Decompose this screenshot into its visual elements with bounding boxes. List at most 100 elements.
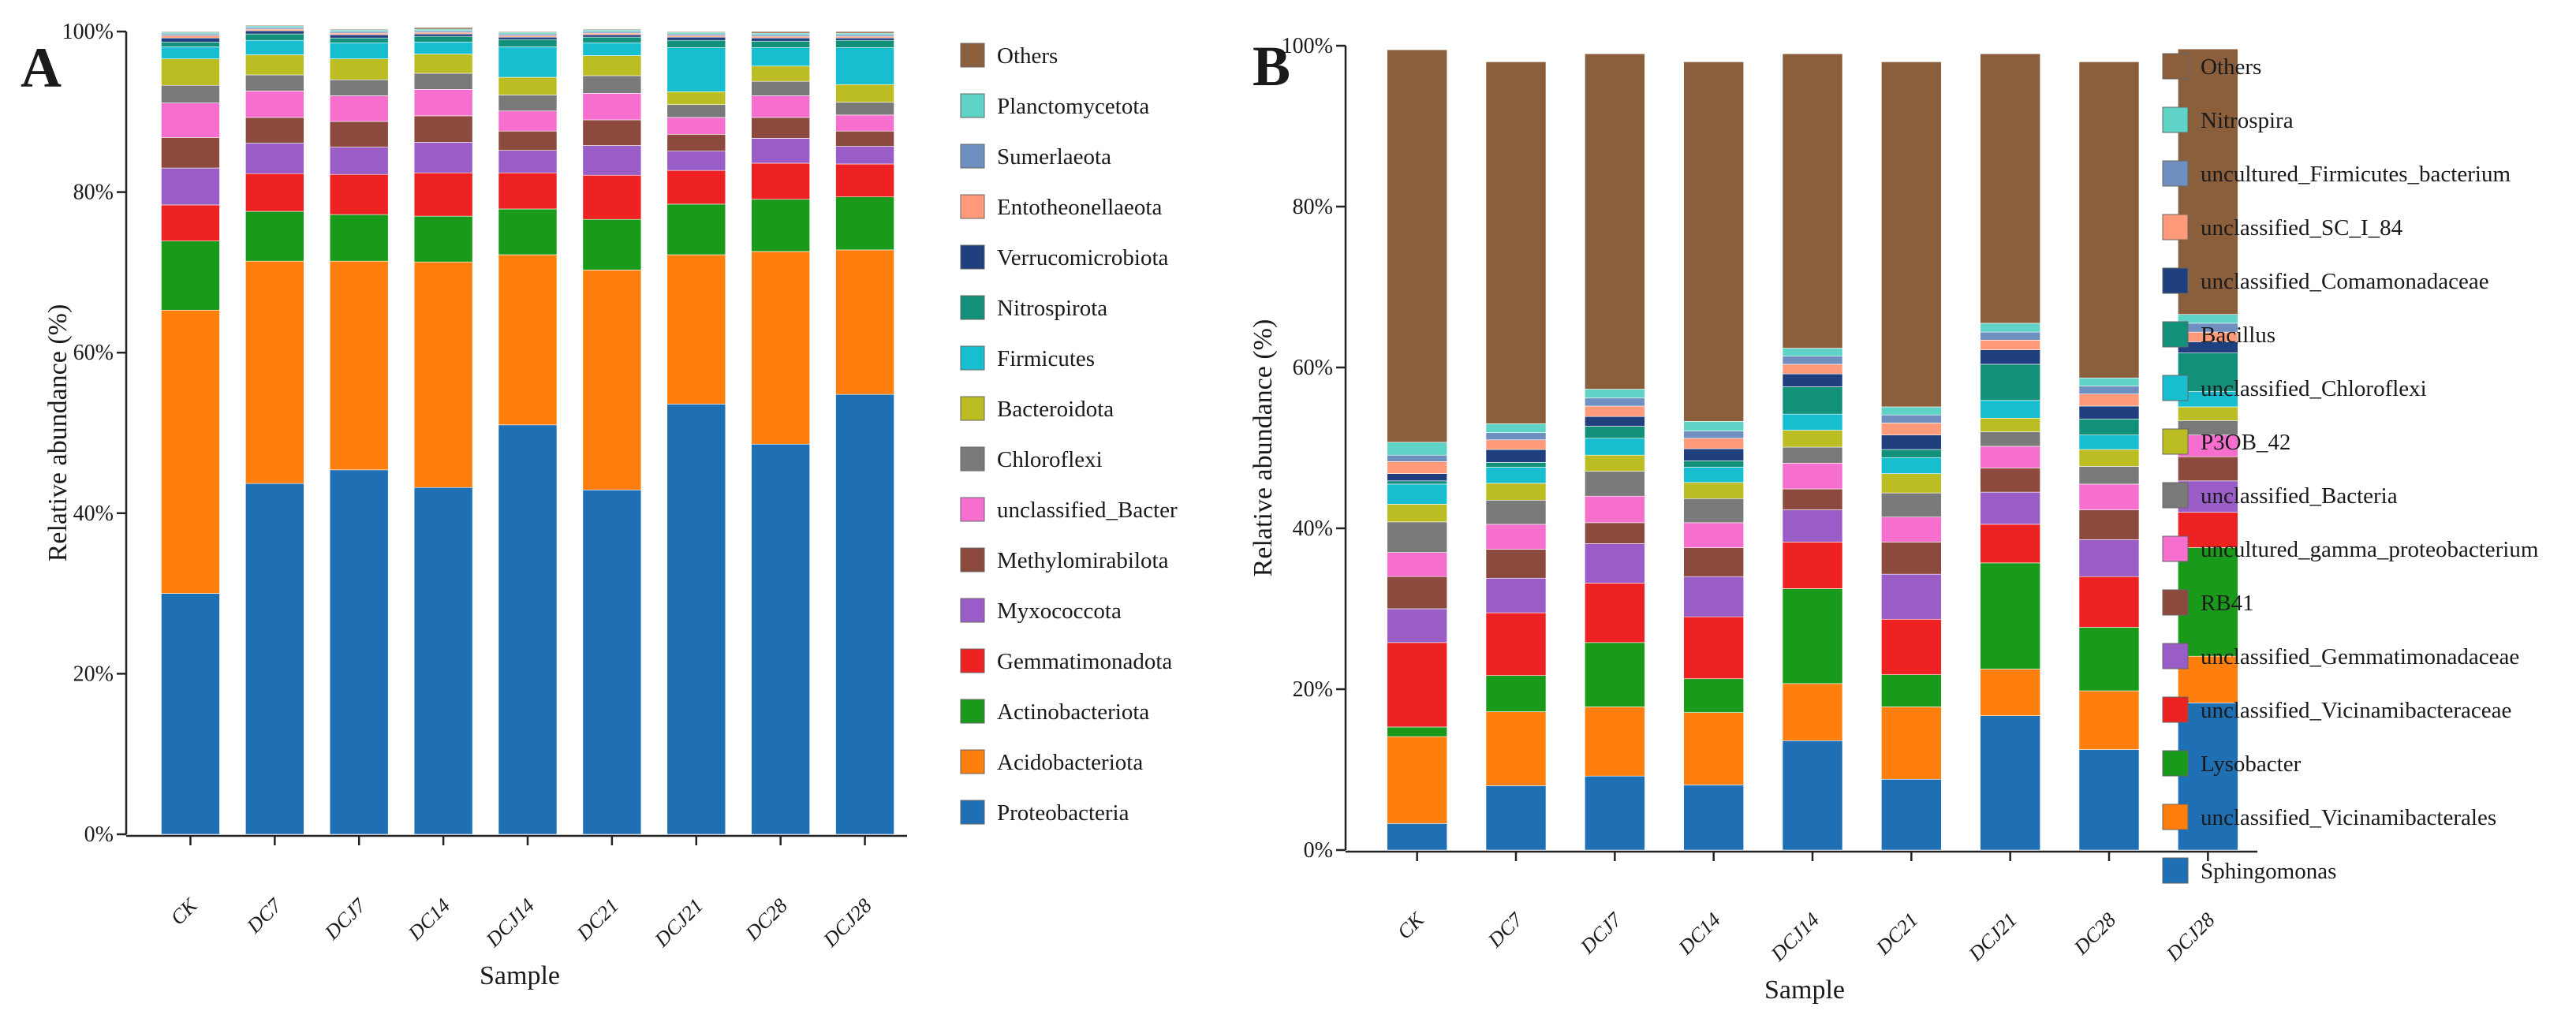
- y-tick-label: 20%: [1293, 677, 1333, 702]
- legend-swatch-uncultured-firmicutes-bacterium: [2162, 160, 2189, 187]
- bar-segment-others-dc28: [2078, 62, 2140, 379]
- bar-segment-others-dcj7: [1585, 53, 1645, 390]
- bar-segment-unclassified-comamonadaceae-dc21: [1881, 434, 1942, 450]
- x-tick-label: DCJ21: [1964, 908, 2022, 966]
- bar-segment-firmicutes-ck: [161, 47, 220, 59]
- panel-a-chart: A 0% 20% 40% 60% 80% 100% CK DC7 DCJ7 DC14 DCJ14 DC2…: [21, 20, 1178, 990]
- bar-segment-unclassified-gemmatimonadaceae-dc14: [1683, 576, 1744, 617]
- bar-segment-unclassified-vicinamibacteraceae-dcj21: [1980, 524, 2040, 564]
- bar-segment-entotheonellaeota-dcj21: [666, 35, 726, 38]
- legend-swatch-verrucomicrobiota: [960, 244, 985, 270]
- bar-segment-gemmatimonadota-dc7: [245, 173, 304, 212]
- x-tick-label: DC14: [1674, 908, 1725, 960]
- bar-segment-entotheonellaeota-dc7: [245, 28, 304, 32]
- bar-segment-verrucomicrobiota-dcj7: [329, 34, 389, 39]
- bar-segment-bacteroidota-dcj28: [835, 84, 894, 103]
- bar-segment-rb41-dcj21: [1980, 468, 2040, 493]
- x-tick-label: DCJ7: [319, 893, 371, 945]
- bar-segment-unclassified-comamonadaceae-dcj21: [1980, 349, 2040, 365]
- bar-segment-nitrospira-dc21: [1881, 406, 1942, 416]
- bar-segment-p3ob-42-dcj7: [1585, 454, 1645, 472]
- legend-label-sumerlaeota: Sumerlaeota: [997, 144, 1111, 170]
- bar-segment-others-dcj28: [835, 31, 894, 34]
- legend-swatch-proteobacteria: [960, 800, 985, 825]
- bar-segment-planctomycetota-dcj14: [498, 32, 558, 35]
- bar-segment-methylomirabilota-dcj14: [498, 130, 558, 151]
- bar-segment-p3ob-42-ck: [1387, 504, 1447, 523]
- bar-segment-chloroflexi-dc28: [751, 80, 810, 96]
- bar-segment-bacteroidota-dc21: [582, 55, 642, 76]
- legend-swatch-planctomycetota: [960, 93, 985, 118]
- bar-segment-chloroflexi-dcj14: [498, 95, 558, 112]
- bar-segment-bacillus-dc28: [2078, 418, 2140, 435]
- bar-segment-unclassified-sc-i-84-dcj7: [1585, 405, 1645, 417]
- bar-segment-sumerlaeota-dc28: [751, 34, 810, 37]
- bar-segment-entotheonellaeota-dc21: [582, 32, 642, 35]
- x-tick-label: DC14: [403, 894, 454, 945]
- bar-segment-bacillus-dc7: [1485, 462, 1547, 468]
- legend-label-gemmatimonadota: Gemmatimonadota: [997, 649, 1172, 674]
- legend-label-sphingomonas: Sphingomonas: [2201, 859, 2336, 884]
- bar-segment-sumerlaeota-dc14: [413, 30, 473, 33]
- bar-segment-acidobacteriota-dcj7: [329, 260, 389, 471]
- bar-segment-bacillus-dcj21: [1980, 364, 2040, 401]
- bar-segment-proteobacteria-dc21: [582, 489, 642, 835]
- bar-segment-others-dc28: [751, 31, 810, 34]
- bar-segment-verrucomicrobiota-dcj14: [498, 36, 558, 40]
- x-tick-label: DC7: [1483, 908, 1528, 953]
- bar-segment-unclassified-chloroflexi-dcj7: [1585, 438, 1645, 456]
- bar-segment-firmicutes-dcj28: [835, 47, 894, 85]
- bar-segment-nitrospira-dcj7: [1585, 389, 1645, 399]
- bar-segment-entotheonellaeota-dcj28: [835, 35, 894, 39]
- bar-segment-rb41-ck: [1387, 576, 1447, 610]
- bar-segment-lysobacter-dc28: [2078, 627, 2140, 692]
- bar-segment-nitrospirota-dc14: [413, 35, 473, 43]
- bar-segment-acidobacteriota-dcj14: [498, 254, 558, 426]
- bar-segment-nitrospira-dc7: [1485, 423, 1547, 433]
- bar-segment-proteobacteria-dcj14: [498, 424, 558, 835]
- bar-segment-unclassified-bacteria-dc14: [1683, 498, 1744, 524]
- bar-segment-others-dc7: [245, 24, 304, 27]
- bar-segment-unclassified-bacter-dcj7: [329, 95, 389, 122]
- legend-swatch-chloroflexi: [960, 446, 985, 472]
- bar-segment-bacteroidota-dcj7: [329, 58, 389, 80]
- legend-label-nitrospira: Nitrospira: [2201, 108, 2294, 133]
- bar-segment-rb41-dc14: [1683, 547, 1744, 577]
- bar-segment-unclassified-vicinamibacterales-ck: [1387, 736, 1447, 824]
- bar-segment-nitrospira-dcj21: [1980, 323, 2040, 333]
- legend-swatch-unclassified-chloroflexi: [2162, 375, 2189, 401]
- legend-swatch-bacillus: [2162, 321, 2189, 348]
- bar-segment-unclassified-comamonadaceae-dc28: [2078, 405, 2140, 420]
- legend-label-rb41: RB41: [2201, 591, 2254, 616]
- bar-segment-others-dc21: [1881, 62, 1942, 408]
- bar-segment-unclassified-vicinamibacterales-dc28: [2078, 690, 2140, 750]
- bar-segment-firmicutes-dc7: [245, 39, 304, 55]
- bar-segment-unclassified-bacteria-dc7: [1485, 499, 1547, 525]
- legend-label-nitrospirota: Nitrospirota: [997, 296, 1107, 321]
- bar-segment-rb41-dc28: [2078, 509, 2140, 540]
- bar-segment-sphingomonas-dcj14: [1782, 740, 1843, 851]
- bar-segment-bacillus-dc21: [1881, 449, 1942, 458]
- bar-segment-myxococcota-dcj14: [498, 150, 558, 173]
- legend-label-others: Others: [2201, 54, 2261, 80]
- bar-segment-verrucomicrobiota-dcj21: [666, 36, 726, 41]
- bar-segment-unclassified-vicinamibacterales-dcj21: [1980, 669, 2040, 716]
- bar-segment-others-dcj14: [1782, 53, 1843, 349]
- x-tick-label: DCJ7: [1575, 908, 1626, 959]
- y-tick-label: 0%: [84, 822, 114, 847]
- legend-label-actinobacteriota: Actinobacteriota: [997, 699, 1149, 725]
- panel-b-chart: B 0% 20% 40% 60% 80% 100% CK DC7 DCJ7 DC14 DCJ14 DC2…: [1249, 34, 2539, 1005]
- bar-segment-unclassified-comamonadaceae-ck: [1387, 473, 1447, 482]
- bar-segment-unclassified-sc-i-84-ck: [1387, 461, 1447, 474]
- bar-segment-gemmatimonadota-ck: [161, 204, 220, 241]
- bar-segment-entotheonellaeota-dc28: [751, 35, 810, 39]
- bar-segment-chloroflexi-dc7: [245, 74, 304, 91]
- bar-segment-unclassified-sc-i-84-dc14: [1683, 438, 1744, 449]
- bar-segment-sphingomonas-dcj21: [1980, 715, 2040, 851]
- y-tick-label: 20%: [73, 662, 114, 686]
- x-axis-title: Sample: [480, 961, 560, 990]
- y-tick-label: 80%: [73, 181, 114, 205]
- bar-segment-unclassified-chloroflexi-dcj14: [1782, 413, 1843, 431]
- bar-segment-myxococcota-dc14: [413, 142, 473, 173]
- x-axis-title: Sample: [1764, 975, 1845, 1005]
